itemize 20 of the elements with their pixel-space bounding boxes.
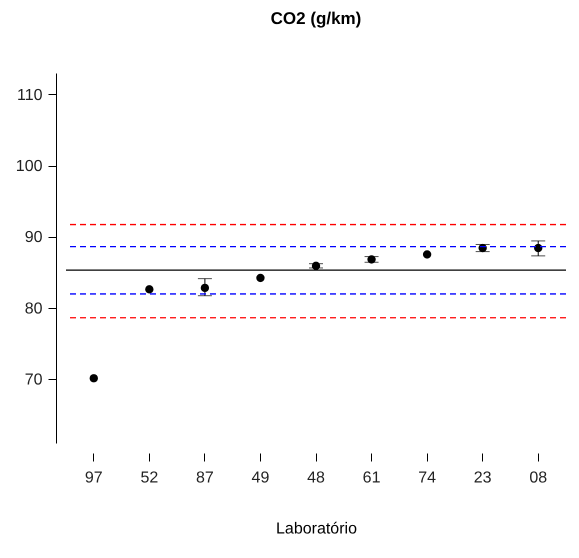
chart-title: CO2 (g/km) bbox=[270, 9, 362, 28]
point bbox=[256, 274, 265, 282]
point bbox=[422, 250, 432, 259]
x-tick-label: 87 bbox=[196, 470, 214, 486]
y-tick-label: 100 bbox=[16, 158, 43, 175]
y-tick-label: 70 bbox=[24, 371, 43, 388]
x-tick-label: 52 bbox=[140, 470, 158, 486]
y-tick-label: 90 bbox=[24, 229, 43, 246]
point bbox=[90, 374, 98, 382]
y-tick-label: 80 bbox=[24, 300, 43, 318]
x-tick-label: 48 bbox=[307, 470, 325, 486]
x-tick-label: 08 bbox=[529, 470, 548, 486]
x-tick-label: 49 bbox=[252, 470, 270, 486]
x-axis-title: Laboratório bbox=[276, 520, 358, 538]
x-tick-label: 23 bbox=[474, 470, 492, 486]
x-tick-label: 74 bbox=[418, 470, 436, 486]
x-tick-label: 97 bbox=[84, 470, 103, 486]
y-tick-label: 110 bbox=[16, 86, 43, 104]
x-tick-label: 61 bbox=[362, 470, 381, 486]
point bbox=[145, 285, 154, 294]
